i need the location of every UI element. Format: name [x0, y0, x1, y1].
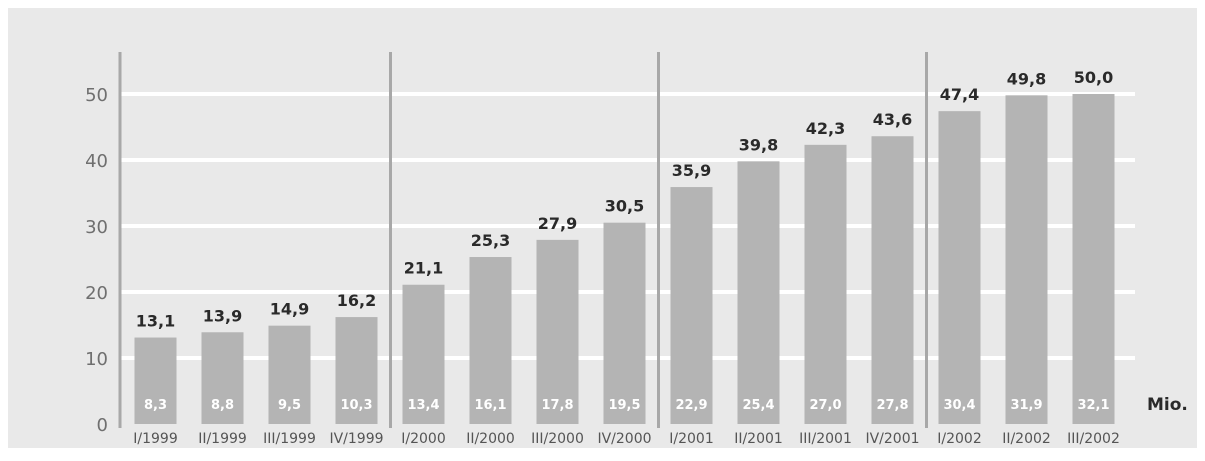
- bar-value-label: 42,3: [806, 119, 845, 138]
- bar-inner-value-label: 27,0: [809, 398, 841, 413]
- bar: [603, 222, 646, 424]
- x-tick-label: II/2000: [466, 431, 515, 447]
- y-tick-label: 30: [85, 217, 108, 238]
- unit-label: Mio.: [1147, 395, 1188, 415]
- bar-inner-value-label: 17,8: [541, 398, 573, 413]
- x-tick-label: III/2002: [1067, 431, 1120, 447]
- bar-value-label: 13,1: [136, 312, 175, 331]
- bar: [1005, 95, 1048, 424]
- bar-inner-value-label: 9,5: [278, 398, 301, 413]
- x-tick-label: I/2000: [401, 431, 445, 447]
- bar-value-label: 30,5: [605, 197, 644, 216]
- bar-inner-value-label: 16,1: [474, 398, 506, 413]
- x-tick-label: III/2001: [799, 431, 852, 447]
- bar: [871, 136, 914, 425]
- bar-inner-value-label: 10,3: [340, 398, 372, 413]
- bar: [134, 337, 177, 424]
- bar-inner-value-label: 25,4: [742, 398, 774, 413]
- bar-inner-value-label: 31,9: [1010, 398, 1042, 413]
- bar-value-label: 39,8: [739, 135, 778, 154]
- bar-inner-value-label: 19,5: [608, 398, 640, 413]
- bar-value-label: 21,1: [404, 259, 443, 278]
- bar-inner-value-label: 30,4: [943, 398, 975, 413]
- x-tick-label: II/2002: [1002, 431, 1051, 447]
- bar-inner-value-label: 8,8: [211, 398, 234, 413]
- x-tick-label: IV/2000: [597, 431, 651, 447]
- bar-inner-value-label: 27,8: [876, 398, 908, 413]
- bar: [402, 284, 445, 424]
- x-tick-label: II/1999: [198, 431, 247, 447]
- x-tick-label: IV/2001: [865, 431, 919, 447]
- x-tick-label: I/2001: [669, 431, 713, 447]
- y-tick-label: 40: [85, 151, 108, 172]
- bar-value-label: 27,9: [538, 214, 577, 233]
- x-tick-label: III/2000: [531, 431, 584, 447]
- bar: [1072, 94, 1115, 424]
- y-tick-label: 10: [85, 349, 108, 370]
- bar-inner-value-label: 8,3: [144, 398, 167, 413]
- bar-inner-value-label: 22,9: [675, 398, 707, 413]
- bar: [670, 187, 713, 424]
- bar-inner-value-label: 13,4: [407, 398, 439, 413]
- bar-inner-value-label: 32,1: [1077, 398, 1109, 413]
- bar: [536, 239, 579, 424]
- bar: [469, 257, 512, 424]
- bar-value-label: 49,8: [1007, 69, 1046, 88]
- bar-value-label: 13,9: [203, 306, 242, 325]
- bar: [201, 332, 244, 424]
- bar-value-label: 47,4: [940, 85, 979, 104]
- x-tick-label: IV/1999: [329, 431, 383, 447]
- bar: [804, 144, 847, 424]
- bar: [938, 111, 981, 424]
- bar: [335, 317, 378, 424]
- bar-value-label: 25,3: [471, 231, 510, 250]
- x-tick-label: I/1999: [133, 431, 177, 447]
- bar-value-label: 43,6: [873, 110, 912, 129]
- x-tick-label: III/1999: [263, 431, 316, 447]
- y-tick-label: 0: [97, 415, 108, 436]
- bar-value-label: 50,0: [1074, 68, 1113, 87]
- bar-value-label: 14,9: [270, 300, 309, 319]
- y-tick-label: 20: [85, 283, 108, 304]
- bar-value-label: 35,9: [672, 161, 711, 180]
- x-tick-label: II/2001: [734, 431, 783, 447]
- bar: [268, 325, 311, 424]
- x-tick-label: I/2002: [937, 431, 981, 447]
- y-tick-label: 50: [85, 85, 108, 106]
- bar-value-label: 16,2: [337, 291, 376, 310]
- bar: [737, 161, 780, 424]
